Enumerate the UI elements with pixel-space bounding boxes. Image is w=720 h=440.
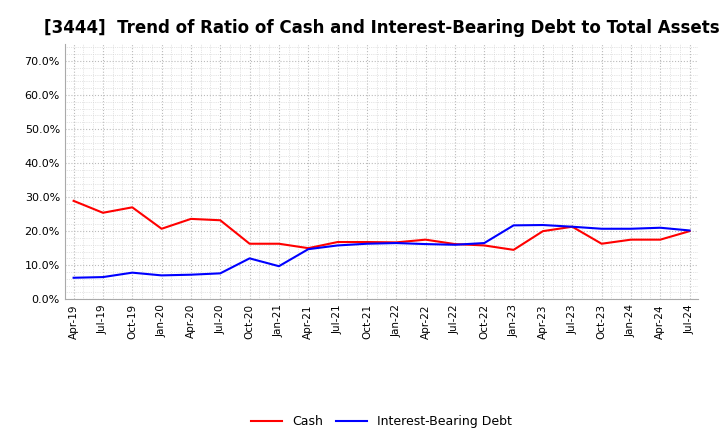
Interest-Bearing Debt xyxy=(128,270,137,275)
Interest-Bearing Debt xyxy=(69,275,78,280)
Line: Cash: Cash xyxy=(73,201,690,250)
Interest-Bearing Debt xyxy=(656,225,665,231)
Legend: Cash, Interest-Bearing Debt: Cash, Interest-Bearing Debt xyxy=(246,411,517,433)
Cash xyxy=(626,237,635,242)
Interest-Bearing Debt xyxy=(451,242,459,247)
Interest-Bearing Debt xyxy=(246,256,254,261)
Interest-Bearing Debt xyxy=(626,226,635,231)
Cash xyxy=(128,205,137,210)
Cash xyxy=(246,241,254,246)
Cash xyxy=(216,218,225,223)
Cash xyxy=(685,228,694,234)
Interest-Bearing Debt xyxy=(333,243,342,248)
Interest-Bearing Debt xyxy=(99,275,107,280)
Cash xyxy=(363,239,372,245)
Interest-Bearing Debt xyxy=(157,273,166,278)
Cash xyxy=(99,210,107,216)
Cash xyxy=(568,224,577,229)
Line: Interest-Bearing Debt: Interest-Bearing Debt xyxy=(73,225,690,278)
Cash xyxy=(480,243,489,248)
Interest-Bearing Debt xyxy=(392,240,400,246)
Cash xyxy=(451,242,459,247)
Interest-Bearing Debt xyxy=(539,222,547,227)
Interest-Bearing Debt xyxy=(598,226,606,231)
Interest-Bearing Debt xyxy=(509,223,518,228)
Cash xyxy=(304,246,312,251)
Cash xyxy=(598,241,606,246)
Cash xyxy=(509,247,518,253)
Title: [3444]  Trend of Ratio of Cash and Interest-Bearing Debt to Total Assets: [3444] Trend of Ratio of Cash and Intere… xyxy=(44,19,719,37)
Interest-Bearing Debt xyxy=(216,271,225,276)
Cash xyxy=(421,237,430,242)
Cash xyxy=(186,216,195,221)
Cash xyxy=(69,198,78,204)
Cash xyxy=(392,240,400,245)
Interest-Bearing Debt xyxy=(186,272,195,277)
Interest-Bearing Debt xyxy=(568,224,577,229)
Cash xyxy=(274,241,283,246)
Interest-Bearing Debt xyxy=(421,242,430,247)
Interest-Bearing Debt xyxy=(685,228,694,233)
Cash xyxy=(656,237,665,242)
Cash xyxy=(333,239,342,245)
Interest-Bearing Debt xyxy=(274,264,283,269)
Interest-Bearing Debt xyxy=(480,240,489,246)
Interest-Bearing Debt xyxy=(304,246,312,252)
Cash xyxy=(157,226,166,231)
Cash xyxy=(539,228,547,234)
Interest-Bearing Debt xyxy=(363,241,372,246)
